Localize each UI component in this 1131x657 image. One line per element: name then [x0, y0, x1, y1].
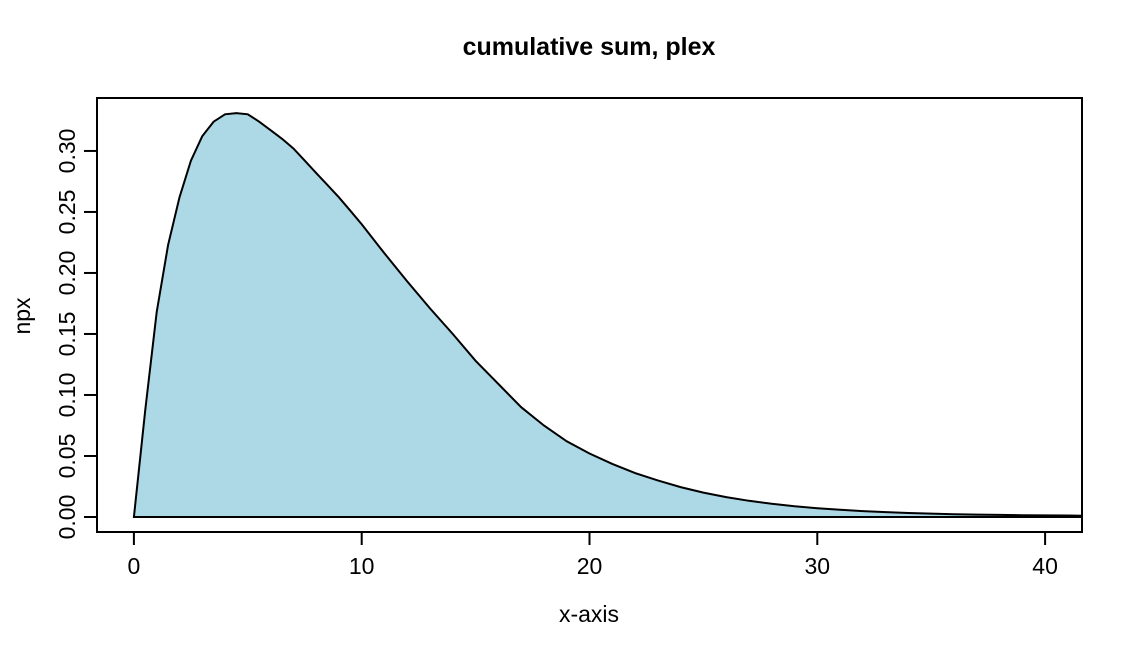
y-axis-tick-label: 0.30 [54, 129, 80, 174]
x-axis-tick-label: 0 [128, 553, 141, 579]
density-area-polygon [132, 112, 1083, 518]
x-axis-tick-label: 40 [1032, 553, 1058, 579]
y-axis-tick-label: 0.10 [54, 373, 80, 418]
plot-body: 0 10 20 30 40 0.00 0.05 0.10 0.15 0.20 0.25 0.30 [54, 97, 1083, 579]
x-axis-label: x-axis [559, 601, 619, 627]
chart-title: cumulative sum, plex [463, 33, 716, 61]
y-axis-tick-label: 0.25 [54, 190, 80, 235]
x-axis-tick-label: 20 [577, 553, 603, 579]
y-axis-label: npx [9, 297, 35, 335]
x-axis-tick-label: 10 [349, 553, 375, 579]
y-axis-tick-label: 0.20 [54, 251, 80, 296]
y-axis-tick-label: 0.05 [54, 434, 80, 479]
x-axis-tick-label: 30 [805, 553, 831, 579]
y-axis-tick-label: 0.15 [54, 312, 80, 357]
y-axis-tick-label: 0.00 [54, 495, 80, 540]
